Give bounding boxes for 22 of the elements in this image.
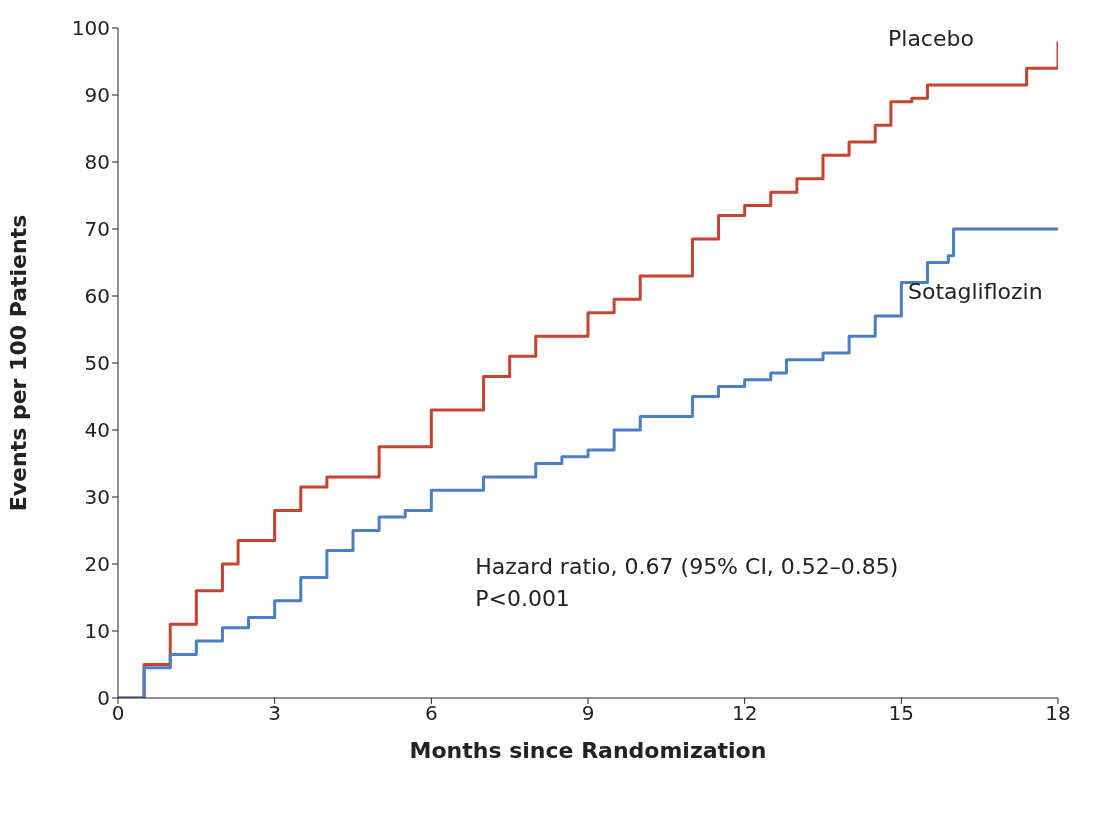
y-axis-title: Events per 100 Patients [5,214,31,512]
x-tick-label: 3 [268,701,282,726]
y-tick-label: 60 [84,284,110,309]
y-tick-label: 30 [84,485,110,510]
y-tick-label: 70 [84,217,110,242]
series-label: Placebo [888,26,974,52]
series-label: Sotagliflozin [908,279,1043,304]
x-tick-label: 6 [424,701,438,726]
x-tick-label: 18 [1045,701,1071,726]
y-tick-label: 40 [84,418,110,443]
y-tick-label: 100 [71,16,110,41]
y-tick-label: 80 [84,150,110,175]
x-tick-label: 12 [731,701,758,726]
x-axis-title: Months since Randomization [409,738,767,763]
annotation: Hazard ratio, 0.67 (95% CI, 0.52–0.85) [475,552,899,581]
x-tick-label: 9 [581,701,595,726]
y-tick-label: 50 [84,351,110,376]
y-tick-label: 20 [84,552,110,577]
y-tick-label: 10 [84,619,110,644]
annotation: P<0.001 [475,584,571,613]
x-tick-label: 15 [888,701,915,726]
y-tick-label: 90 [84,83,110,108]
